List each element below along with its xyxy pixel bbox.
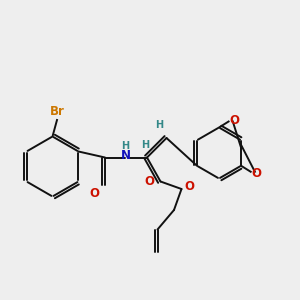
- Text: H: H: [141, 140, 150, 150]
- Text: O: O: [90, 187, 100, 200]
- Text: H: H: [121, 141, 130, 151]
- Text: Br: Br: [50, 105, 64, 118]
- Text: H: H: [155, 121, 163, 130]
- Text: O: O: [144, 175, 154, 188]
- Text: O: O: [252, 167, 262, 180]
- Text: N: N: [120, 148, 130, 162]
- Text: O: O: [184, 180, 194, 193]
- Text: O: O: [230, 113, 239, 127]
